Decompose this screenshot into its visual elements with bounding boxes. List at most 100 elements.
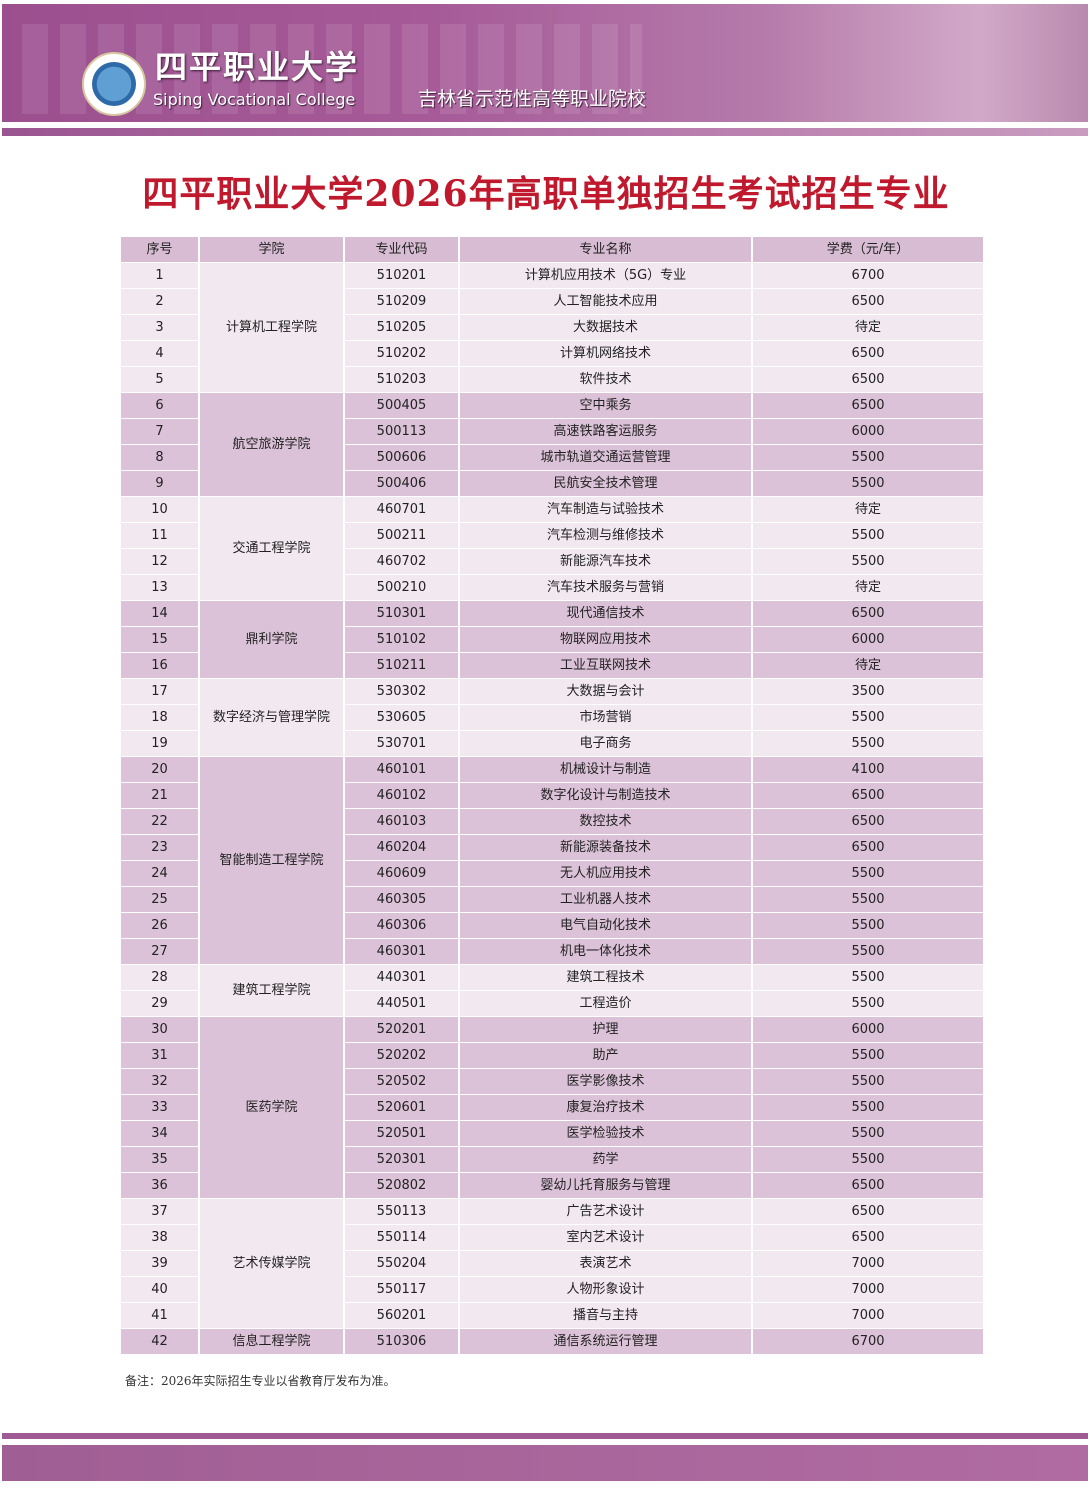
cell-code: 440501 bbox=[343, 990, 458, 1016]
cell-major: 大数据技术 bbox=[458, 314, 751, 340]
cell-major: 软件技术 bbox=[458, 366, 751, 392]
cell-no: 5 bbox=[121, 366, 198, 392]
cell-no: 36 bbox=[121, 1172, 198, 1198]
cell-no: 13 bbox=[121, 574, 198, 600]
cell-major: 无人机应用技术 bbox=[458, 860, 751, 886]
cell-fee: 5500 bbox=[751, 1146, 983, 1172]
cell-fee: 6500 bbox=[751, 782, 983, 808]
cell-major: 数字化设计与制造技术 bbox=[458, 782, 751, 808]
cell-fee: 5500 bbox=[751, 704, 983, 730]
cell-major: 电气自动化技术 bbox=[458, 912, 751, 938]
cell-major: 工程造价 bbox=[458, 990, 751, 1016]
cell-code: 500113 bbox=[343, 418, 458, 444]
college-tagline: 吉林省示范性高等职业院校 bbox=[418, 88, 647, 110]
table-row: 3 510205 大数据技术 待定 bbox=[121, 314, 983, 340]
cell-no: 42 bbox=[121, 1328, 198, 1354]
table-row: 36 520802 婴幼儿托育服务与管理 6500 bbox=[121, 1172, 983, 1198]
table-row: 14 鼎利学院 510301 现代通信技术 6500 bbox=[121, 600, 983, 678]
cell-no: 35 bbox=[121, 1146, 198, 1172]
cell-fee: 6500 bbox=[751, 600, 983, 626]
cell-fee: 6500 bbox=[751, 340, 983, 366]
cell-major: 计算机应用技术（5G）专业 bbox=[458, 262, 751, 288]
table-row: 8 500606 城市轨道交通运营管理 5500 bbox=[121, 444, 983, 470]
cell-major: 通信系统运行管理 bbox=[458, 1328, 751, 1354]
cell-fee: 6700 bbox=[751, 1328, 983, 1354]
cell-no: 7 bbox=[121, 418, 198, 444]
cell-no: 33 bbox=[121, 1094, 198, 1120]
cell-major: 物联网应用技术 bbox=[458, 626, 751, 652]
cell-major: 播音与主持 bbox=[458, 1302, 751, 1328]
table-row: 6 航空旅游学院 500405 空中乘务 6500 bbox=[121, 392, 983, 496]
cell-code: 550204 bbox=[343, 1250, 458, 1276]
cell-no: 20 bbox=[121, 756, 198, 782]
cell-code: 510102 bbox=[343, 626, 458, 652]
cell-major: 广告艺术设计 bbox=[458, 1198, 751, 1224]
cell-major: 数控技术 bbox=[458, 808, 751, 834]
cell-code: 460701 bbox=[343, 496, 458, 522]
cell-fee: 5500 bbox=[751, 912, 983, 938]
cell-code: 550114 bbox=[343, 1224, 458, 1250]
cell-no: 21 bbox=[121, 782, 198, 808]
college-name-en: Siping Vocational College bbox=[153, 90, 356, 109]
cell-code: 500406 bbox=[343, 470, 458, 496]
cell-fee: 6700 bbox=[751, 262, 983, 288]
table-row: 13 500210 汽车技术服务与营销 待定 bbox=[121, 574, 983, 600]
cell-code: 500210 bbox=[343, 574, 458, 600]
cell-no: 3 bbox=[121, 314, 198, 340]
cell-no: 41 bbox=[121, 1302, 198, 1328]
cell-code: 500606 bbox=[343, 444, 458, 470]
cell-no: 16 bbox=[121, 652, 198, 678]
cell-no: 10 bbox=[121, 496, 198, 522]
cell-no: 26 bbox=[121, 912, 198, 938]
cell-college: 计算机工程学院 bbox=[198, 262, 343, 392]
cell-no: 22 bbox=[121, 808, 198, 834]
cell-code: 550113 bbox=[343, 1198, 458, 1224]
table-row: 17 数字经济与管理学院 530302 大数据与会计 3500 bbox=[121, 678, 983, 756]
cell-major: 新能源装备技术 bbox=[458, 834, 751, 860]
cell-code: 510201 bbox=[343, 262, 458, 288]
cell-no: 30 bbox=[121, 1016, 198, 1042]
table-row: 42 信息工程学院 510306 通信系统运行管理 6700 bbox=[121, 1328, 983, 1354]
cell-major: 汽车检测与维修技术 bbox=[458, 522, 751, 548]
cell-no: 38 bbox=[121, 1224, 198, 1250]
cell-major: 工业机器人技术 bbox=[458, 886, 751, 912]
cell-college: 鼎利学院 bbox=[198, 600, 343, 678]
cell-fee: 6500 bbox=[751, 288, 983, 314]
cell-code: 520502 bbox=[343, 1068, 458, 1094]
cell-no: 14 bbox=[121, 600, 198, 626]
college-logo bbox=[82, 52, 146, 116]
table-row: 15 510102 物联网应用技术 6000 bbox=[121, 626, 983, 652]
cell-code: 550117 bbox=[343, 1276, 458, 1302]
cell-no: 23 bbox=[121, 834, 198, 860]
cell-fee: 5500 bbox=[751, 522, 983, 548]
table-row: 40 550117 人物形象设计 7000 bbox=[121, 1276, 983, 1302]
cell-no: 2 bbox=[121, 288, 198, 314]
cell-fee: 6000 bbox=[751, 1016, 983, 1042]
cell-no: 32 bbox=[121, 1068, 198, 1094]
cell-fee: 7000 bbox=[751, 1302, 983, 1328]
cell-no: 34 bbox=[121, 1120, 198, 1146]
cell-major: 市场营销 bbox=[458, 704, 751, 730]
column-header-code: 专业代码 bbox=[343, 237, 458, 262]
cell-major: 人物形象设计 bbox=[458, 1276, 751, 1302]
cell-fee: 6000 bbox=[751, 626, 983, 652]
cell-code: 510211 bbox=[343, 652, 458, 678]
table-row: 26 460306 电气自动化技术 5500 bbox=[121, 912, 983, 938]
cell-code: 460204 bbox=[343, 834, 458, 860]
cell-no: 24 bbox=[121, 860, 198, 886]
cell-major: 机械设计与制造 bbox=[458, 756, 751, 782]
cell-fee: 5500 bbox=[751, 548, 983, 574]
cell-fee: 5500 bbox=[751, 444, 983, 470]
cell-major: 工业互联网技术 bbox=[458, 652, 751, 678]
cell-fee: 6500 bbox=[751, 1172, 983, 1198]
college-name-cn: 四平职业大学 bbox=[155, 48, 360, 86]
table-row: 1 计算机工程学院 510201 计算机应用技术（5G）专业 6700 bbox=[121, 262, 983, 392]
cell-fee: 4100 bbox=[751, 756, 983, 782]
cell-major: 表演艺术 bbox=[458, 1250, 751, 1276]
cell-fee: 5500 bbox=[751, 860, 983, 886]
column-header-major: 专业名称 bbox=[458, 237, 751, 262]
cell-fee: 5500 bbox=[751, 1120, 983, 1146]
cell-major: 康复治疗技术 bbox=[458, 1094, 751, 1120]
table-row: 25 460305 工业机器人技术 5500 bbox=[121, 886, 983, 912]
table-row: 20 智能制造工程学院 460101 机械设计与制造 4100 bbox=[121, 756, 983, 964]
